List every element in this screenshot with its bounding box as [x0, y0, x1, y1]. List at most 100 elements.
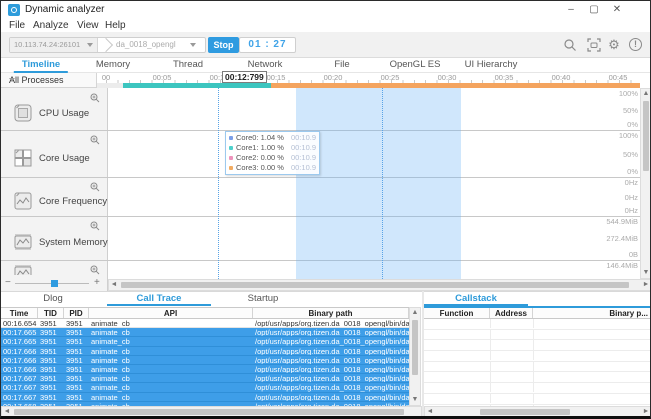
- scroll-right-button[interactable]: ►: [642, 408, 650, 415]
- table-row[interactable]: 00:17.666 3951 3951 animate_cb/opt/usr/apps…: [1, 355, 409, 365]
- magnify-row-icon[interactable]: [90, 90, 100, 103]
- scroll-right-button[interactable]: ►: [642, 281, 650, 288]
- tooltip-row: Core2: 0.00 % 00:10.9: [229, 153, 316, 163]
- chart-row-cpu-usage[interactable]: CPU Usage: [1, 88, 108, 130]
- search-icon[interactable]: [563, 38, 577, 52]
- column-header-binary-path[interactable]: Binary path: [253, 308, 409, 318]
- time-selection-band[interactable]: [296, 88, 461, 279]
- column-header-tid[interactable]: TID: [38, 308, 64, 318]
- call-trace-header: Time TID PID API Binary path: [1, 307, 409, 319]
- tab-memory[interactable]: Memory: [95, 59, 131, 70]
- magnify-row-icon[interactable]: [90, 179, 100, 192]
- scroll-left-button[interactable]: ◄: [110, 281, 118, 288]
- table-row[interactable]: 00:17.666 3951 3951 animate_cb/opt/usr/apps…: [1, 364, 409, 375]
- tab-thread[interactable]: Thread: [172, 59, 204, 70]
- cell-binary-path: /opt/usr/apps/org.tizen.da_0018_opengl/b…: [253, 402, 409, 406]
- screenshot-icon[interactable]: [587, 38, 601, 52]
- trace-vertical-scrollbar[interactable]: ▲ ▼: [409, 307, 421, 406]
- tab-file[interactable]: File: [334, 59, 350, 70]
- connection-combo: 10.113.74.24:26101 da_0018_opengl: [9, 37, 206, 53]
- window-title: Dynamic analyzer: [25, 4, 105, 15]
- cell-tid: 3951: [40, 346, 57, 355]
- chart-vertical-scrollbar[interactable]: ▲ ▼: [640, 88, 650, 279]
- zoom-in-button[interactable]: +: [94, 277, 100, 288]
- minimize-button[interactable]: –: [568, 4, 574, 15]
- scroll-left-button[interactable]: ◄: [3, 408, 11, 415]
- ruler-tick: 00:35: [494, 73, 514, 82]
- table-row[interactable]: 00:17.667 3951 3951 animate_cb/opt/usr/apps…: [1, 383, 409, 393]
- tab-opengl-es[interactable]: OpenGL ES: [389, 59, 441, 70]
- tab-call-trace[interactable]: Call Trace: [136, 293, 182, 304]
- info-icon[interactable]: !: [629, 38, 642, 51]
- cell-pid: 3951: [66, 337, 83, 346]
- chart-row-core-frequency[interactable]: Core Frequency: [1, 177, 108, 216]
- menu-file[interactable]: File: [9, 20, 26, 31]
- column-header-function[interactable]: Function: [424, 308, 490, 318]
- menu-view[interactable]: View: [77, 20, 99, 31]
- tab-timeline[interactable]: Timeline: [13, 59, 69, 73]
- tab-dlog[interactable]: Dlog: [43, 293, 63, 304]
- close-button[interactable]: ✕: [612, 4, 622, 15]
- chart-row-process-memory[interactable]: [1, 260, 108, 275]
- process-filter-dropdown[interactable]: All Processes: [1, 73, 97, 88]
- table-row[interactable]: 00:17.665 3951 3951 animate_cb/opt/usr/apps…: [1, 328, 409, 338]
- cell-pid: 3951: [66, 374, 83, 383]
- chart-canvas[interactable]: [108, 88, 640, 279]
- column-header-api[interactable]: API: [89, 308, 253, 318]
- scroll-down-button[interactable]: ▼: [411, 396, 419, 403]
- scroll-up-button[interactable]: ▲: [642, 90, 650, 97]
- ruler-bar[interactable]: [97, 83, 640, 88]
- tab-startup[interactable]: Startup: [247, 293, 279, 304]
- chart-horizontal-scrollbar[interactable]: ◄ ►: [108, 279, 650, 291]
- axis-label: 50%: [622, 150, 638, 159]
- selection-marker-line: [382, 88, 383, 279]
- table-row[interactable]: 00:16.654 3951 3951 animate_cb/opt/usr/apps…: [1, 319, 409, 329]
- trace-horizontal-scrollbar[interactable]: ◄: [1, 406, 422, 416]
- scrollbar-thumb[interactable]: [412, 320, 418, 375]
- settings-gear-icon[interactable]: ⚙: [608, 37, 620, 52]
- magnify-row-icon[interactable]: [90, 218, 100, 231]
- tab-callstack[interactable]: Callstack: [455, 293, 497, 304]
- column-header-pid[interactable]: PID: [64, 308, 89, 318]
- table-row[interactable]: 00:17.666 3951 3951 animate_cb/opt/usr/apps…: [1, 346, 409, 356]
- cell-binary-path: /opt/usr/apps/org.tizen.da_0018_opengl/b…: [255, 374, 409, 383]
- magnify-row-icon[interactable]: [90, 132, 100, 145]
- cell-binary-path: /opt/usr/apps/org.tizen.da_0018_opengl/b…: [255, 392, 409, 401]
- cell-pid: 3951: [66, 346, 83, 355]
- column-header-time[interactable]: Time: [1, 308, 38, 318]
- cell-time: 00:17.666: [3, 355, 37, 364]
- scroll-up-button[interactable]: ▲: [411, 309, 419, 316]
- column-header-address[interactable]: Address: [490, 308, 533, 318]
- empty-table-row: [424, 361, 650, 373]
- scrollbar-thumb[interactable]: [643, 101, 649, 171]
- tab-ui-hierarchy[interactable]: UI Hierarchy: [464, 59, 518, 70]
- cell-api: animate_cb: [91, 364, 130, 374]
- scrollbar-thumb[interactable]: [14, 409, 404, 415]
- maximize-button[interactable]: ▢: [589, 4, 599, 15]
- column-header-binary-p[interactable]: Binary p...: [609, 309, 648, 318]
- table-row[interactable]: 00:17.667 3951 3951 animate_cb/opt/usr/apps…: [1, 374, 409, 384]
- menu-help[interactable]: Help: [105, 20, 126, 31]
- device-address-dropdown[interactable]: 10.113.74.24:26101: [10, 38, 98, 52]
- zoom-out-button[interactable]: −: [5, 277, 11, 288]
- cell-time: 00:16.654: [3, 319, 37, 328]
- scroll-left-button[interactable]: ◄: [426, 408, 434, 415]
- table-row[interactable]: 00:17.667 3951 3951 animate_cb/opt/usr/apps…: [1, 392, 409, 402]
- table-row[interactable]: 00:17.665 3951 3951 animate_cb/opt/usr/apps…: [1, 337, 409, 347]
- stop-button[interactable]: Stop: [208, 37, 239, 53]
- scrollbar-thumb[interactable]: [121, 282, 629, 288]
- scrollbar-thumb[interactable]: [480, 409, 570, 415]
- chart-row-core-usage[interactable]: Core Usage: [1, 130, 108, 177]
- slider-handle[interactable]: [51, 280, 58, 287]
- table-row[interactable]: 00:17.66839513951animate_cb/opt/usr/apps…: [1, 401, 409, 406]
- callstack-horizontal-scrollbar[interactable]: ◄ ►: [424, 406, 650, 416]
- scroll-down-button[interactable]: ▼: [642, 269, 650, 276]
- ruler-tick: 00:25: [380, 73, 400, 82]
- magnify-row-icon[interactable]: [90, 262, 100, 275]
- app-name-dropdown[interactable]: da_0018_opengl: [116, 40, 176, 49]
- panel-divider[interactable]: [422, 291, 424, 416]
- tab-network[interactable]: Network: [247, 59, 283, 70]
- menu-analyze[interactable]: Analyze: [33, 20, 69, 31]
- chart-row-system-memory[interactable]: System Memory: [1, 216, 108, 260]
